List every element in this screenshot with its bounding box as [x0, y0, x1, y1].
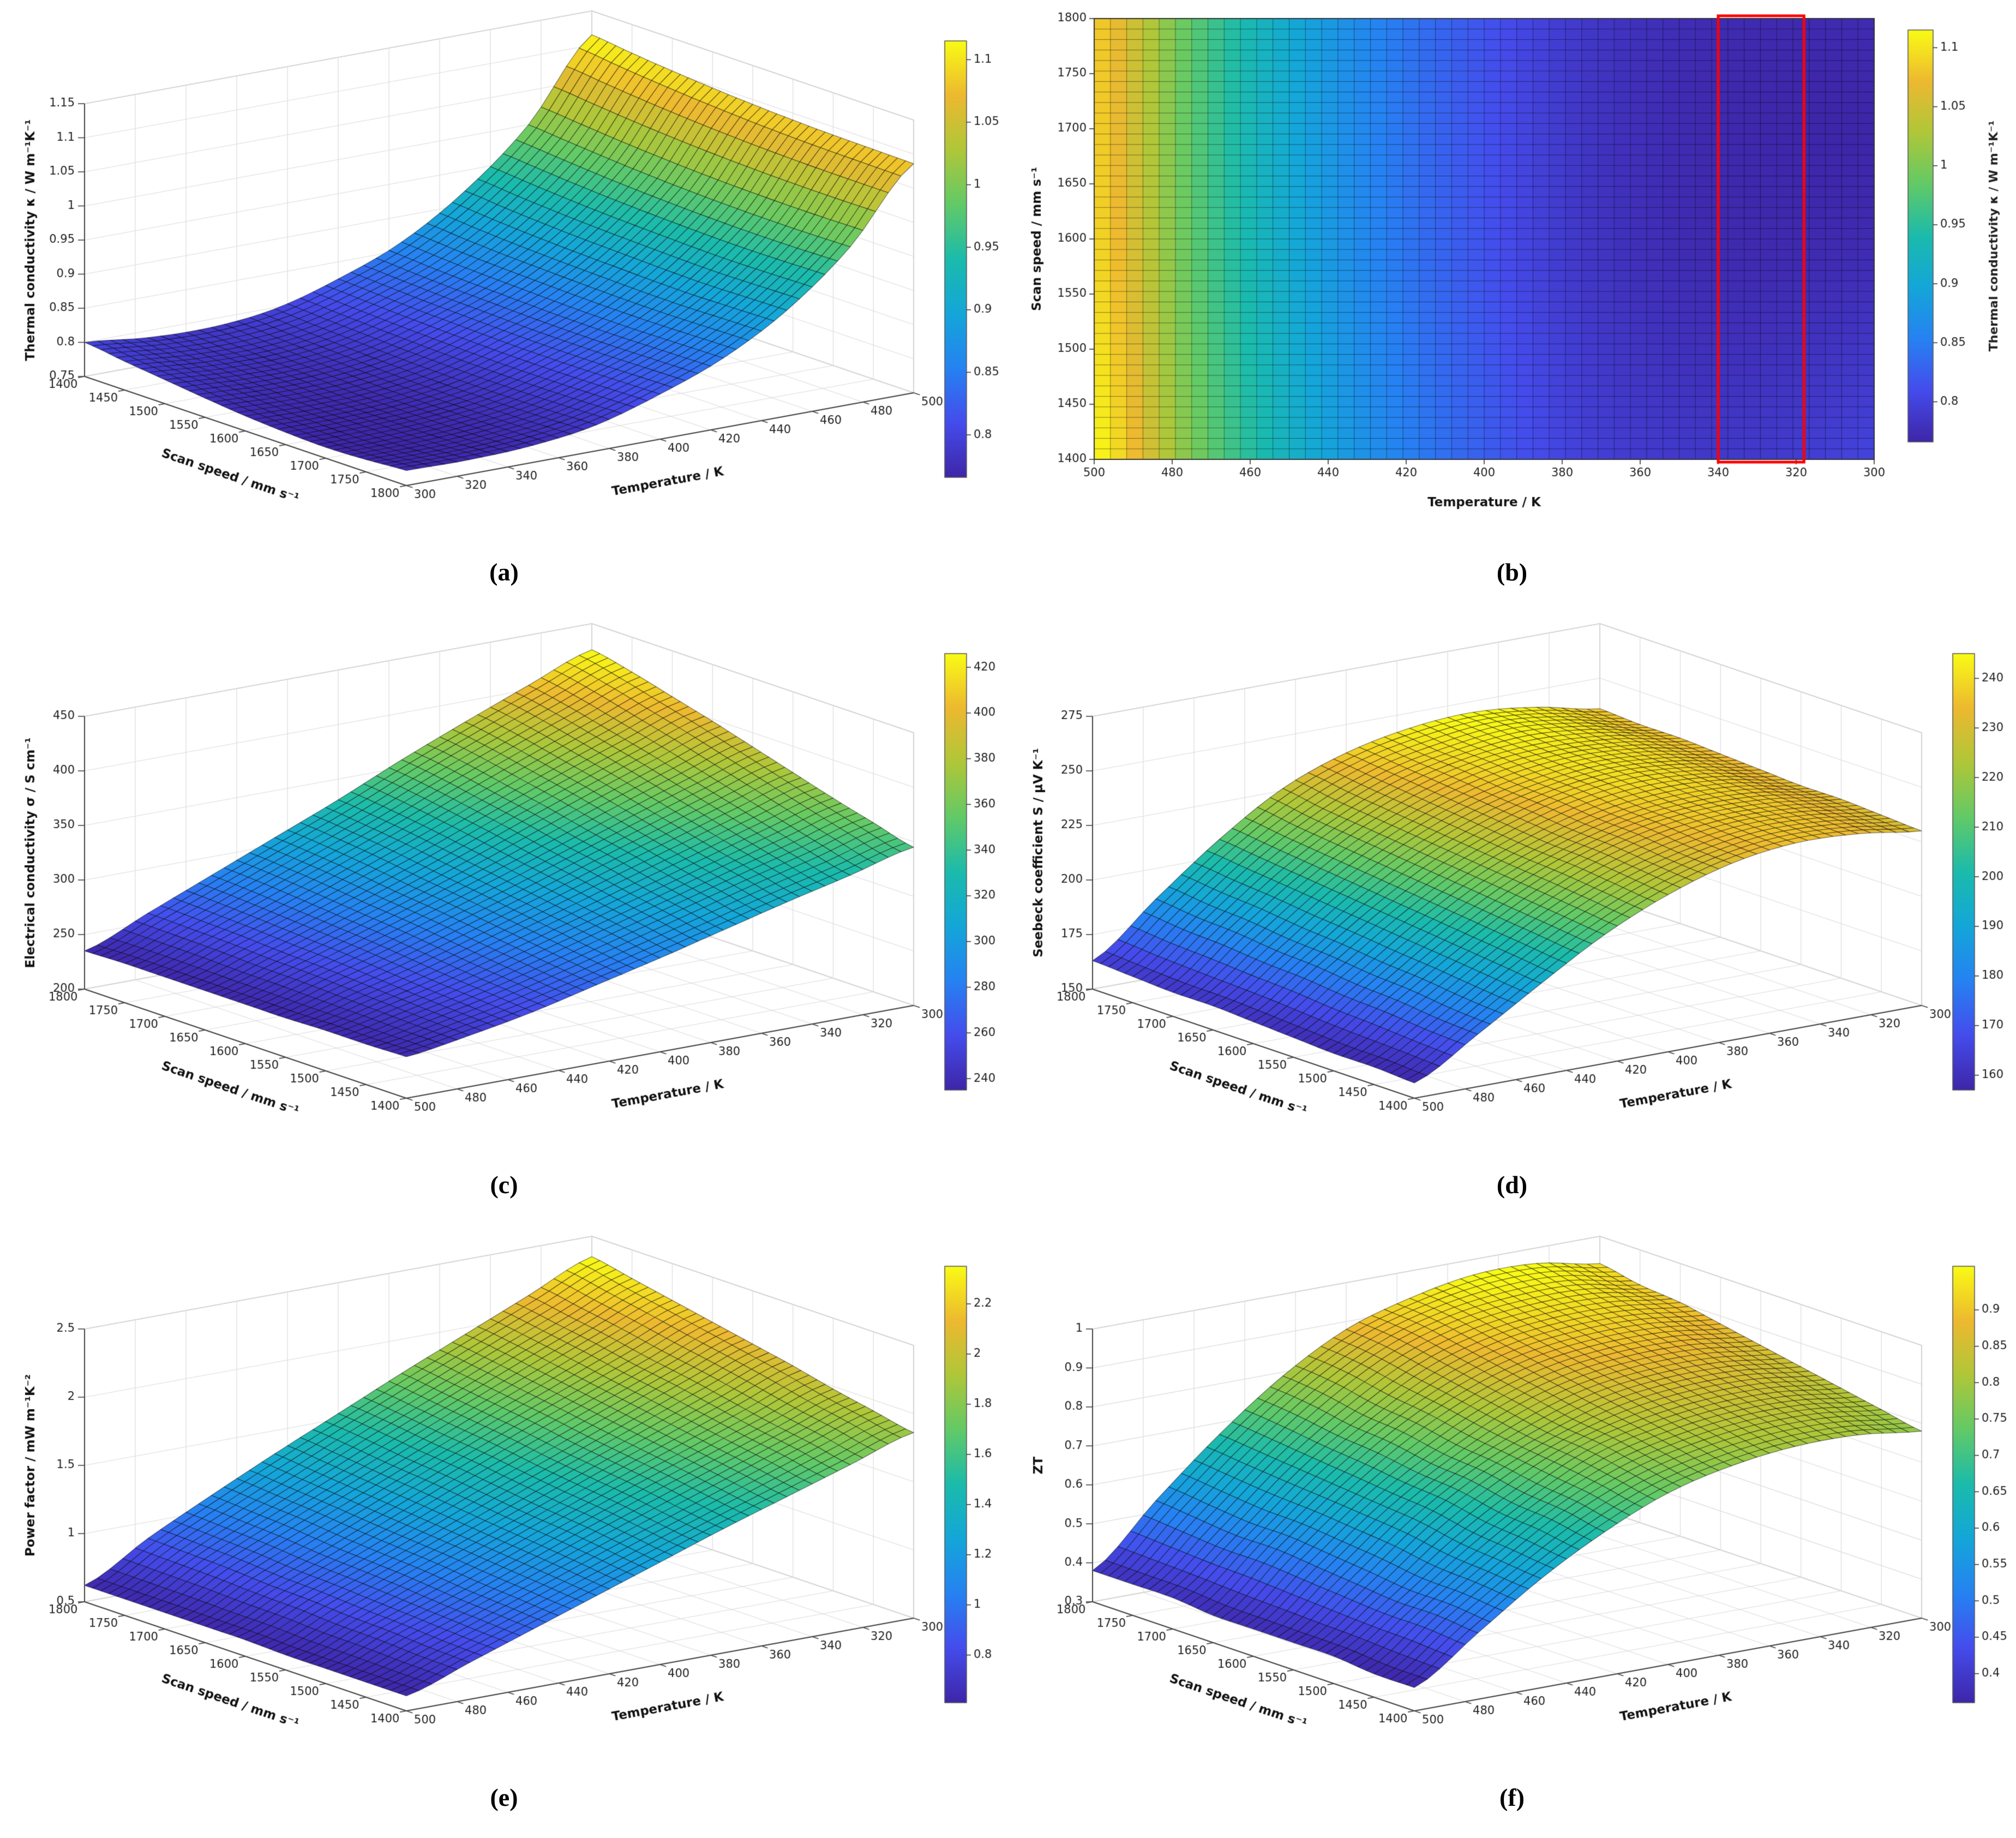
surface-plot-seebeck-coefficient: [1008, 613, 2016, 1163]
surface-plot-electrical-conductivity: [0, 613, 1008, 1163]
panel-f: (f): [1008, 1225, 2016, 1838]
panel-c: (c): [0, 613, 1008, 1225]
panel-caption-f: (f): [1499, 1783, 1525, 1811]
panel-caption-d: (d): [1496, 1171, 1528, 1199]
panel-d: (d): [1008, 613, 2016, 1225]
surface-plot-power-factor: [0, 1225, 1008, 1775]
panel-b: (b): [1008, 0, 2016, 613]
panel-caption-a: (a): [489, 558, 519, 586]
panel-caption-e: (e): [490, 1783, 518, 1811]
panel-caption-c: (c): [490, 1171, 518, 1199]
panel-e: (e): [0, 1225, 1008, 1838]
panel-a: (a): [0, 0, 1008, 613]
surface-plot-thermal-conductivity: [0, 0, 1008, 550]
panel-caption-b: (b): [1496, 558, 1528, 586]
heatmap-thermal-conductivity: [1008, 0, 2016, 550]
surface-plot-zt: [1008, 1225, 2016, 1775]
